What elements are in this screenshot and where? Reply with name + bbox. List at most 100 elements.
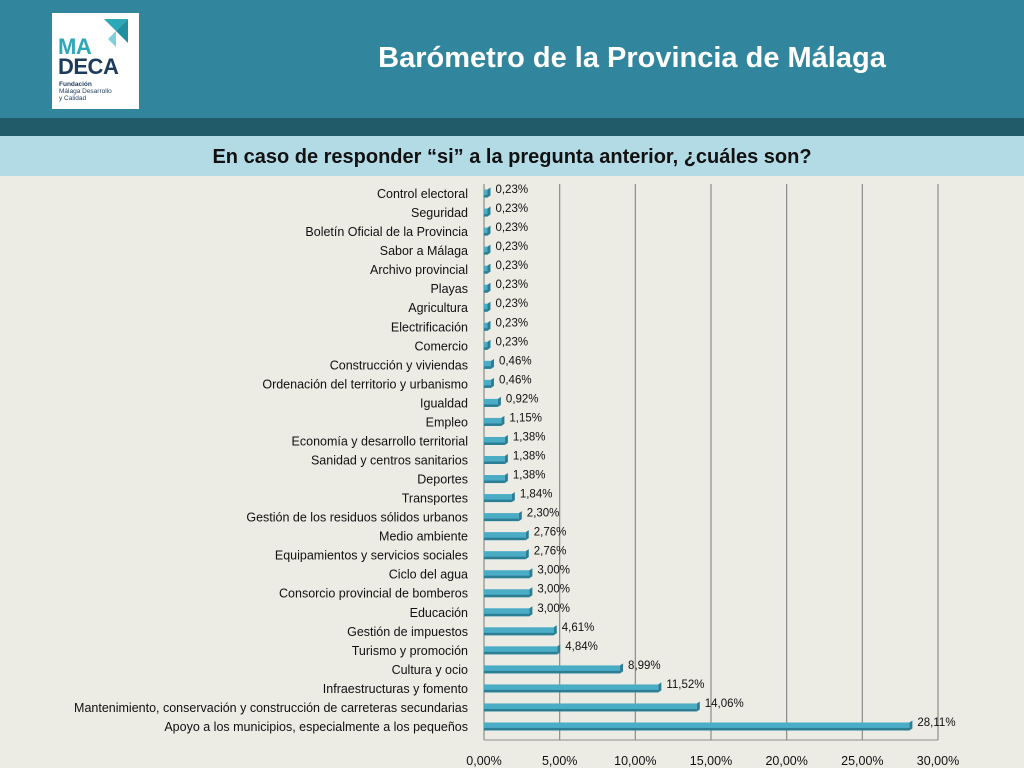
category-label: Gestión de impuestos bbox=[347, 625, 468, 639]
data-label: 0,46% bbox=[499, 355, 532, 367]
chart-bars bbox=[484, 187, 913, 731]
data-label: 0,23% bbox=[495, 222, 528, 234]
data-label: 1,84% bbox=[520, 489, 553, 501]
bar bbox=[484, 322, 488, 331]
bar-cap bbox=[557, 644, 561, 655]
bar bbox=[484, 246, 488, 255]
data-label: 4,61% bbox=[562, 622, 595, 634]
bar-cap bbox=[620, 663, 624, 674]
data-label: 4,84% bbox=[565, 641, 598, 653]
bar-shadow bbox=[484, 290, 488, 293]
bar-shadow bbox=[484, 309, 488, 312]
logo-sub-line1: Málaga Desarrollo bbox=[59, 88, 112, 95]
bar-cap bbox=[487, 244, 491, 255]
logo-sub-bold: Fundación bbox=[59, 81, 92, 88]
bar-cap bbox=[487, 206, 491, 217]
bar bbox=[484, 265, 488, 274]
bar-shadow bbox=[484, 518, 519, 522]
bar-shadow bbox=[484, 651, 558, 655]
bar bbox=[484, 513, 519, 522]
bar bbox=[484, 227, 488, 236]
tick-labels: 0,00% 5,00% 10,00% 15,00% 20,00% 25,00% 30,00% bbox=[466, 754, 959, 768]
bar bbox=[484, 646, 558, 655]
bar-shadow bbox=[484, 347, 488, 350]
category-label: Control electoral bbox=[377, 187, 468, 201]
category-label: Comercio bbox=[415, 339, 469, 353]
bar-cap bbox=[504, 434, 508, 445]
bar-shadow bbox=[484, 594, 530, 598]
bar-cap bbox=[490, 377, 494, 388]
data-label: 14,06% bbox=[705, 698, 744, 710]
category-label: Mantenimiento, conservación y construcci… bbox=[74, 701, 468, 715]
bar-cap bbox=[504, 454, 508, 464]
bar-shadow bbox=[484, 442, 505, 445]
data-label: 11,52% bbox=[666, 679, 704, 691]
bar bbox=[484, 684, 659, 693]
bar-cap bbox=[525, 530, 529, 541]
category-label: Apoyo a los municipios, especialmente a … bbox=[164, 720, 468, 734]
data-label: 0,92% bbox=[506, 393, 539, 405]
data-label: 0,23% bbox=[495, 260, 528, 272]
category-label: Cultura y ocio bbox=[392, 663, 468, 677]
bar bbox=[484, 303, 488, 312]
data-label: 0,23% bbox=[495, 336, 528, 348]
data-label: 1,38% bbox=[513, 431, 546, 443]
category-label: Boletín Oficial de la Provincia bbox=[305, 225, 468, 239]
question-text: En caso de responder “si” a la pregunta … bbox=[212, 146, 812, 168]
data-label: 8,99% bbox=[628, 660, 661, 672]
category-label: Empleo bbox=[426, 415, 468, 429]
bar-cap bbox=[487, 263, 491, 274]
bar-shadow bbox=[484, 233, 488, 236]
bar-shadow bbox=[484, 632, 554, 636]
data-label: 0,23% bbox=[495, 279, 528, 291]
category-label: Medio ambiente bbox=[379, 530, 468, 544]
x-tick-label: 30,00% bbox=[917, 754, 959, 768]
category-label: Construcción y viviendas bbox=[330, 358, 468, 372]
bar-shadow bbox=[484, 385, 491, 388]
bar bbox=[484, 456, 505, 464]
category-label: Economía y desarrollo territorial bbox=[292, 434, 468, 448]
category-label: Archivo provincial bbox=[370, 263, 468, 277]
bar bbox=[484, 475, 505, 484]
category-label: Sanidad y centros sanitarios bbox=[311, 454, 468, 468]
logo-mark-icon bbox=[104, 19, 128, 47]
bar-shadow bbox=[484, 708, 697, 712]
bar-cap bbox=[501, 415, 505, 426]
bar-cap bbox=[658, 682, 662, 693]
category-labels: Control electoral Seguridad Boletín Oficia… bbox=[74, 187, 468, 734]
data-label: 0,23% bbox=[495, 298, 528, 310]
value-labels: 0,23% 0,23% 0,23% 0,23% 0,23% 0,23% 0,23% 0,23%… bbox=[495, 184, 955, 729]
category-label: Transportes bbox=[402, 492, 468, 506]
bar-cap bbox=[529, 587, 533, 598]
data-label: 28,11% bbox=[917, 717, 955, 729]
bar-cap bbox=[909, 720, 913, 731]
bar bbox=[484, 570, 530, 579]
category-label: Equipamientos y servicios sociales bbox=[275, 549, 468, 563]
madeca-logo: MA DECA Fundación Málaga Desarrollo y Ca… bbox=[52, 13, 139, 109]
bar-shadow bbox=[484, 423, 502, 426]
bar-shadow bbox=[484, 537, 526, 541]
category-label: Igualdad bbox=[420, 396, 468, 410]
bar-cap bbox=[487, 187, 491, 198]
bar-cap bbox=[487, 339, 491, 350]
data-label: 0,23% bbox=[495, 241, 528, 253]
data-label: 2,30% bbox=[527, 508, 560, 520]
category-label: Playas bbox=[430, 282, 468, 296]
data-label: 1,38% bbox=[513, 451, 546, 463]
bar-shadow bbox=[484, 689, 659, 693]
x-tick-label: 5,00% bbox=[542, 754, 577, 768]
bar bbox=[484, 417, 502, 426]
logo-subtitle: Fundación Málaga Desarrollo y Calidad bbox=[59, 81, 139, 102]
bar-shadow bbox=[484, 271, 488, 274]
bar-shadow bbox=[484, 252, 488, 255]
bar-shadow bbox=[484, 195, 488, 198]
bar-cap bbox=[497, 396, 501, 407]
logo-wordmark: MA DECA bbox=[58, 36, 138, 78]
data-label: 0,23% bbox=[495, 317, 528, 329]
bar bbox=[484, 608, 530, 617]
bar bbox=[484, 703, 697, 712]
bar bbox=[484, 284, 488, 293]
bar bbox=[484, 551, 526, 560]
bar-shadow bbox=[484, 499, 512, 503]
bar-cap bbox=[553, 625, 557, 636]
